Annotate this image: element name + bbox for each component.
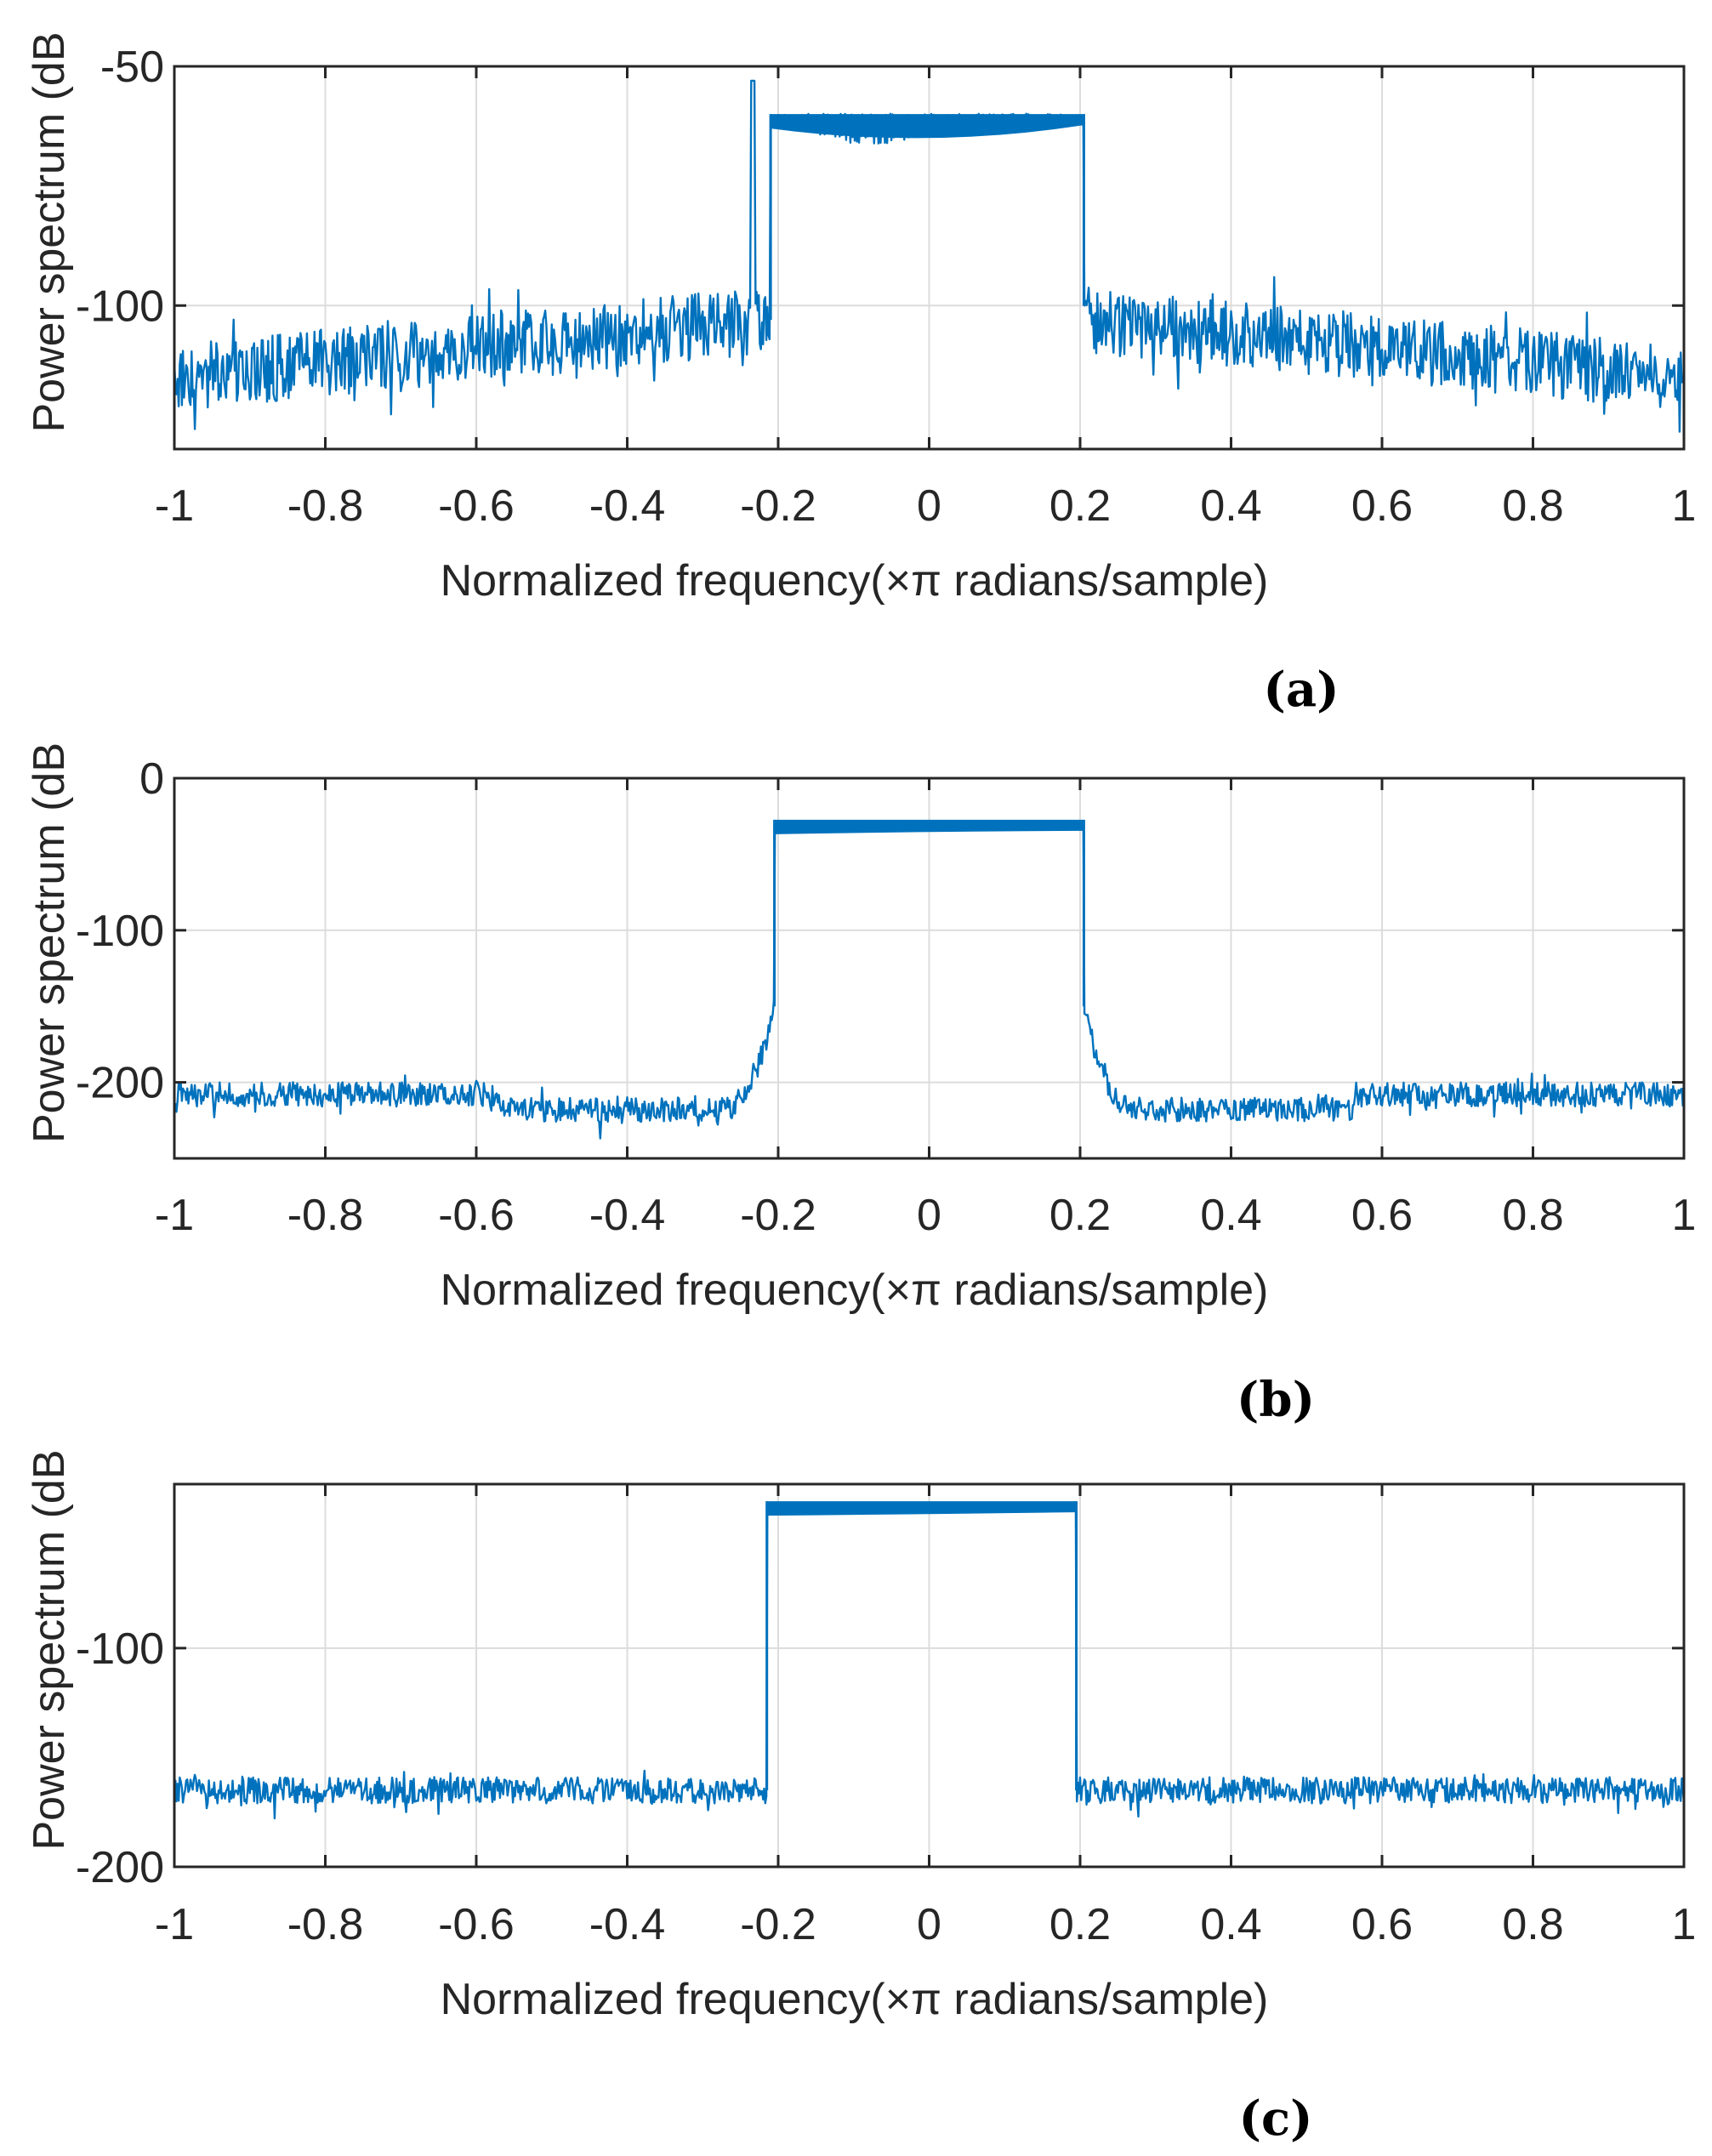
- x-tick-label: -0.4: [589, 481, 666, 531]
- x-tick-label: 0.6: [1351, 481, 1413, 531]
- x-axis-title: Normalized frequency(×π radians/sample): [441, 1975, 1269, 2024]
- passband-fill-1: [771, 114, 1084, 139]
- x-tick-label: -0.4: [589, 1191, 666, 1240]
- chart-panel-3: -1 -0.8 -0.6 -0.4 -0.2 0 0.2 0.4 0.6 0.8 1 -100 -200…: [25, 1449, 1696, 2147]
- x-tick-label: -0.8: [287, 1191, 364, 1240]
- x-tick-label: -1: [155, 1900, 194, 1949]
- x-tick-label: 0.2: [1049, 1191, 1111, 1240]
- x-tick-label: -0.2: [740, 1900, 816, 1949]
- y-tick-label: -50: [100, 43, 164, 92]
- panel-label: (c): [1238, 2091, 1312, 2147]
- y-tick-label: -100: [76, 282, 164, 331]
- x-tick-label: 0: [917, 1900, 941, 1949]
- x-tick-label: 0.4: [1200, 1900, 1261, 1949]
- x-tick-label: -0.8: [287, 1900, 364, 1949]
- x-tick-label: 0.8: [1502, 1191, 1563, 1240]
- x-tick-label: -1: [155, 1191, 194, 1240]
- passband-fill-3: [766, 1501, 1077, 1516]
- passband-fill-2: [774, 819, 1084, 834]
- chart-panel-1: -1 -0.8 -0.6 -0.4 -0.2 0 0.2 0.4 0.6 0.8 1 -50 -100 N…: [25, 31, 1696, 718]
- x-axis-title: Normalized frequency(×π radians/sample): [441, 1266, 1269, 1315]
- x-tick-label: 0.6: [1351, 1900, 1413, 1949]
- x-axis-title: Normalized frequency(×π radians/sample): [441, 556, 1269, 606]
- y-axis-title: Power spectrum (dB: [25, 31, 74, 432]
- x-tick-label: -1: [155, 481, 194, 531]
- y-tick-label: -100: [76, 907, 164, 956]
- x-tick-label: 0: [917, 1191, 941, 1240]
- x-tick-label: 0.2: [1049, 1900, 1111, 1949]
- x-tick-label: 0: [917, 481, 941, 531]
- x-tick-label: -0.2: [740, 1191, 816, 1240]
- panel-label: (b): [1237, 1372, 1315, 1428]
- x-tick-label: 0.8: [1502, 481, 1563, 531]
- x-tick-label: -0.6: [438, 1900, 515, 1949]
- chart-panel-2: -1 -0.8 -0.6 -0.4 -0.2 0 0.2 0.4 0.6 0.8 1 0 -100 -20…: [25, 742, 1696, 1428]
- panel-label: (a): [1263, 662, 1339, 718]
- x-tick-label: 0.4: [1200, 481, 1261, 531]
- x-tick-label: 0.2: [1049, 481, 1111, 531]
- y-tick-label: -200: [76, 1059, 164, 1108]
- y-axis-title: Power spectrum (dB: [25, 1449, 74, 1850]
- x-tick-label: 0.4: [1200, 1191, 1261, 1240]
- x-tick-label: -0.8: [287, 481, 364, 531]
- y-tick-label: -100: [76, 1624, 164, 1674]
- y-tick-label: -200: [76, 1843, 164, 1892]
- x-tick-label: -0.6: [438, 1191, 515, 1240]
- x-tick-label: -0.6: [438, 481, 515, 531]
- x-tick-label: 1: [1672, 481, 1697, 531]
- x-tick-label: -0.2: [740, 481, 816, 531]
- x-tick-label: 1: [1672, 1900, 1697, 1949]
- y-tick-label: 0: [139, 754, 164, 804]
- y-axis-title: Power spectrum (dB: [25, 742, 74, 1143]
- x-tick-label: -0.4: [589, 1900, 666, 1949]
- x-tick-label: 0.8: [1502, 1900, 1563, 1949]
- x-tick-label: 1: [1672, 1191, 1697, 1240]
- x-tick-label: 0.6: [1351, 1191, 1413, 1240]
